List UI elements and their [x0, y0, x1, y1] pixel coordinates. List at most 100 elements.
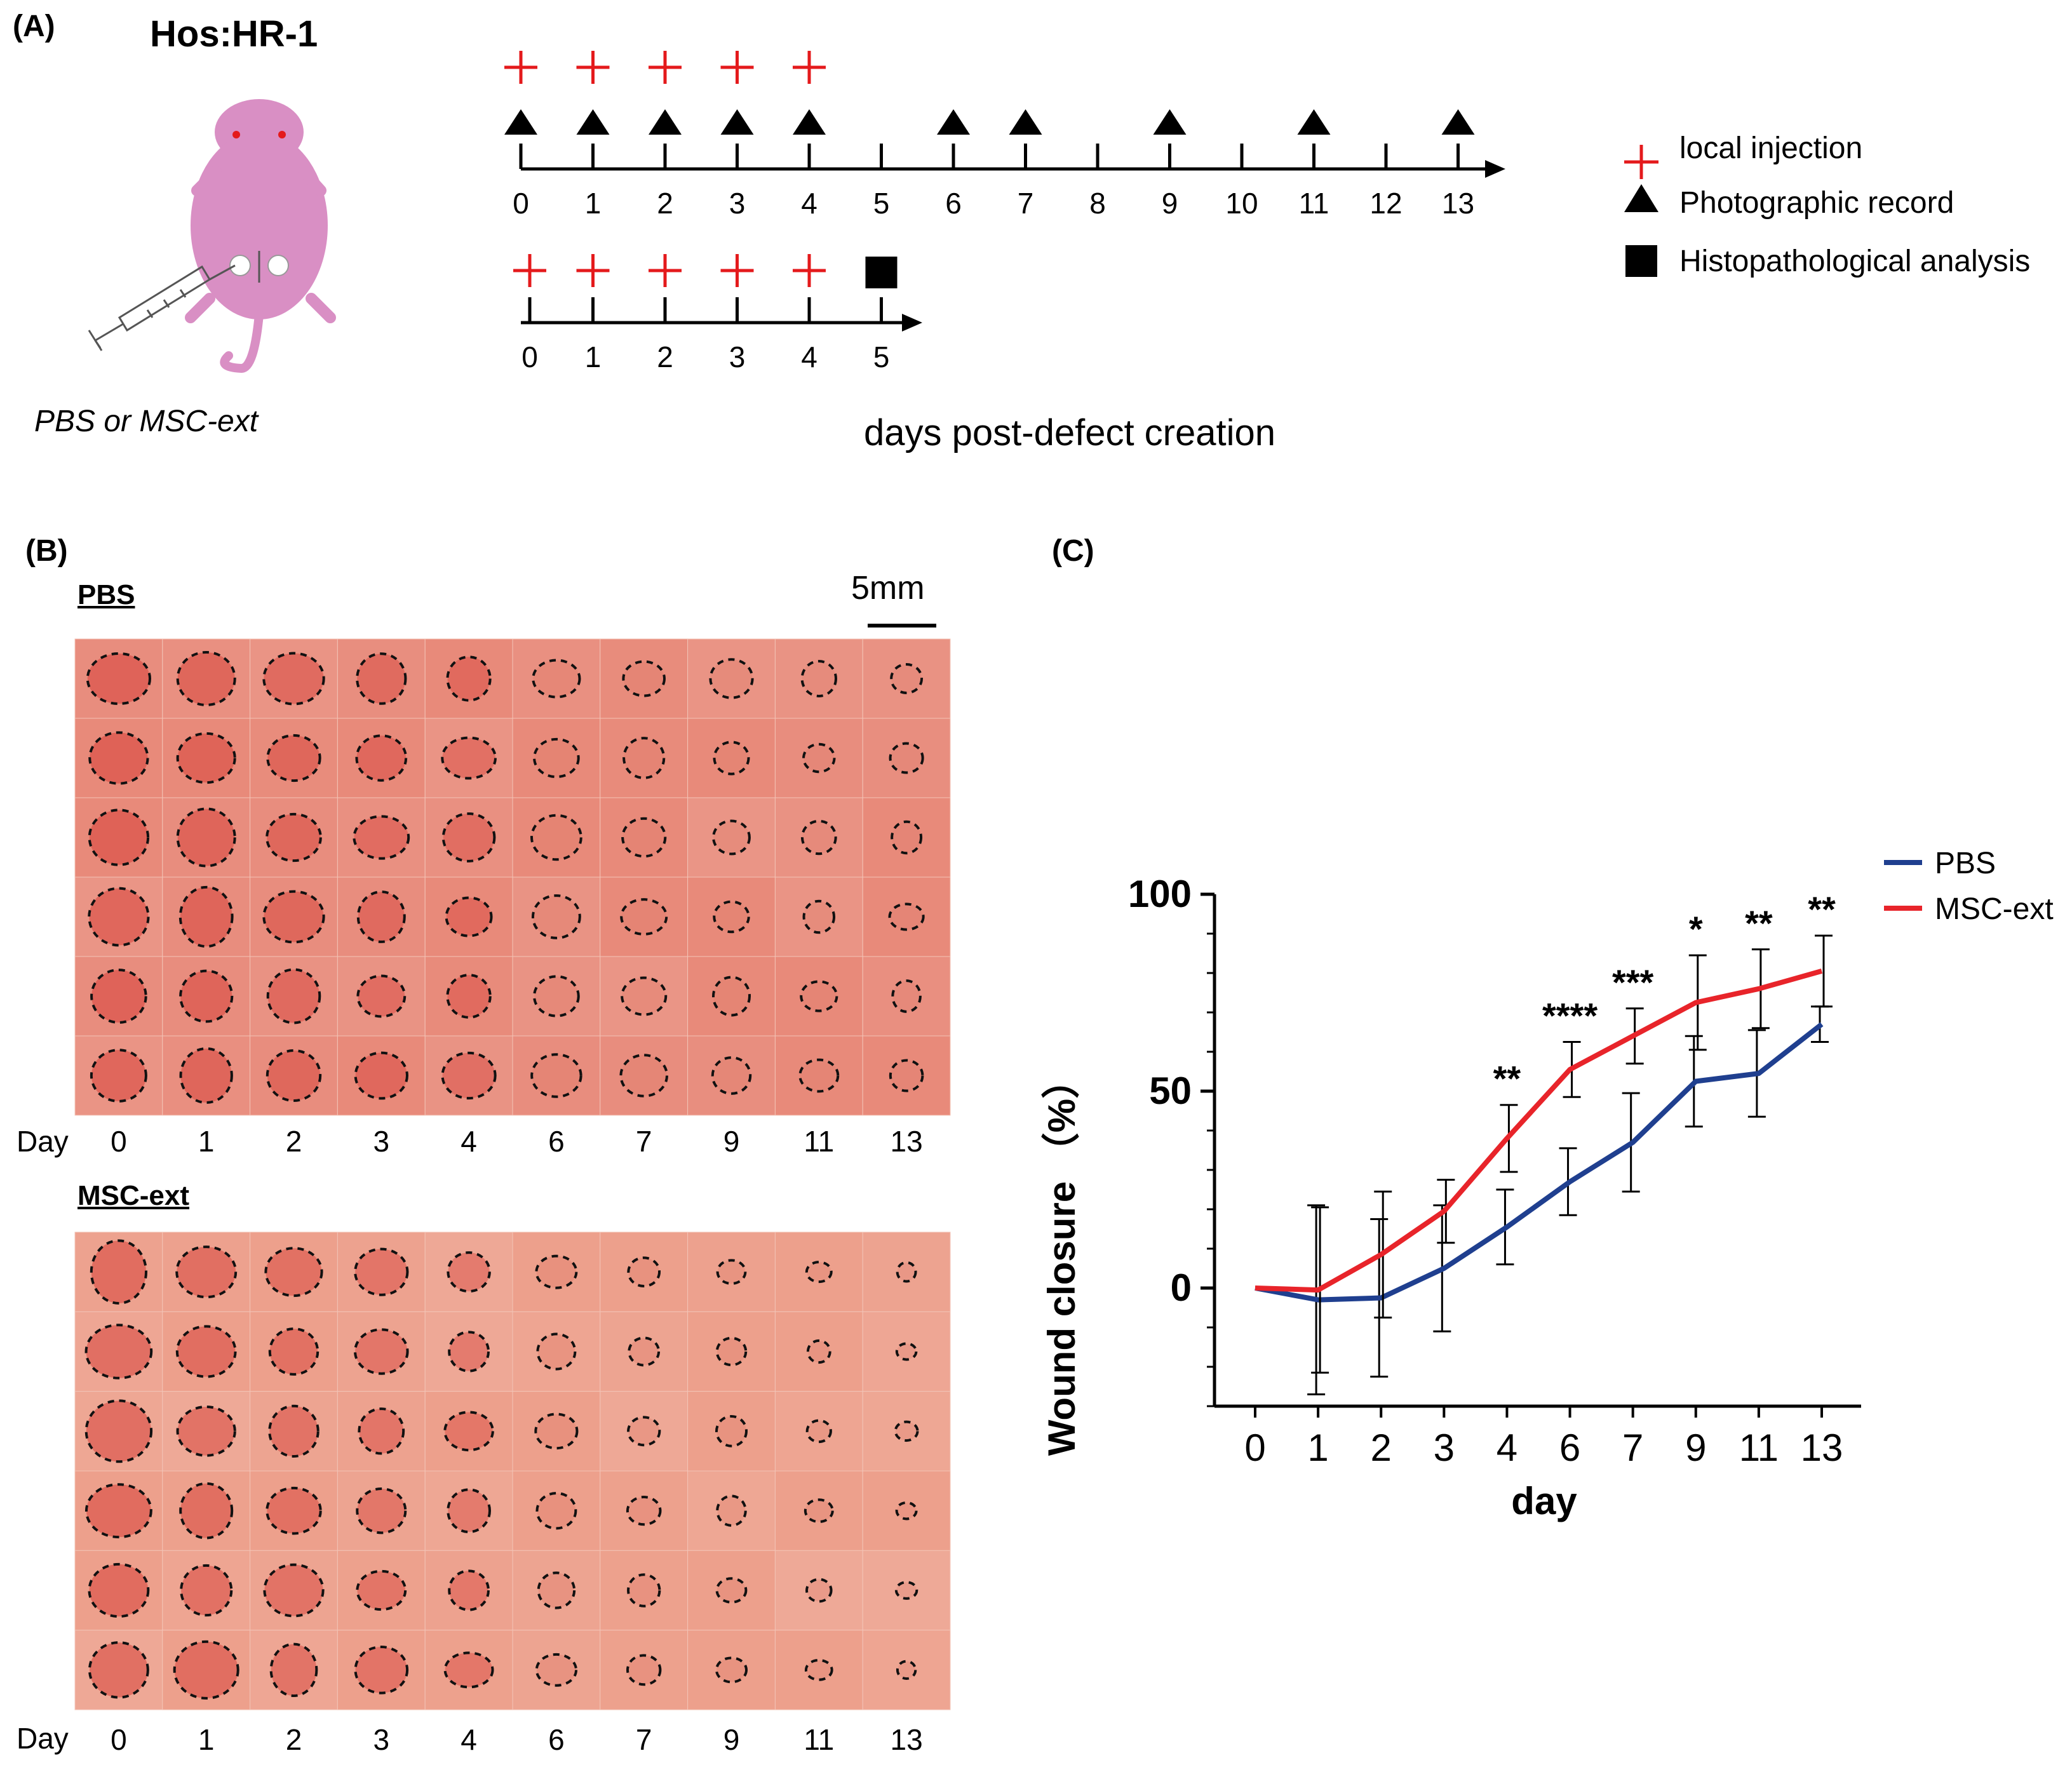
- wound-outline: [356, 1569, 407, 1611]
- wound-photo-tile: [687, 876, 776, 957]
- wound-area: [448, 1252, 490, 1292]
- wound-area: [180, 887, 232, 947]
- wound-photo-tile: [600, 1232, 689, 1312]
- wound-outline: [622, 660, 666, 697]
- wound-area: [802, 821, 836, 854]
- wound-area: [448, 1489, 490, 1533]
- timeline1-day-label: 5: [873, 187, 890, 220]
- wound-outline: [620, 898, 668, 936]
- wound-area: [897, 1661, 916, 1679]
- wound-photo-tile: [774, 638, 863, 719]
- wound-area: [355, 1647, 408, 1693]
- wound-area: [801, 981, 837, 1011]
- legend-label-msc-ext: MSC-ext: [1935, 892, 2054, 926]
- wound-photo-tile: [862, 718, 951, 798]
- wound-area: [91, 1050, 146, 1101]
- wound-photo-tile: [512, 1035, 601, 1116]
- timeline1-day-label: 12: [1369, 187, 1402, 220]
- wound-outline: [715, 1414, 748, 1447]
- wound-photo-tile: [862, 1232, 951, 1312]
- wound-area: [271, 1644, 317, 1696]
- legend-injection-icon: [1624, 145, 1658, 179]
- wound-area: [86, 1325, 152, 1378]
- wound-photo-tile: [337, 956, 426, 1037]
- wound-photo-tile: [862, 797, 951, 878]
- legend-triangle-icon: [1624, 184, 1658, 212]
- wound-area: [622, 977, 666, 1015]
- wound-area: [89, 1642, 148, 1698]
- wound-outline: [537, 1571, 576, 1609]
- panel-a-label: (A): [13, 10, 55, 43]
- wound-area: [180, 1483, 232, 1538]
- wound-area: [177, 652, 235, 706]
- timeline1-day-label: 4: [801, 187, 817, 220]
- wound-area: [897, 1262, 916, 1282]
- wound-outline: [263, 1563, 325, 1618]
- wound-outline: [802, 742, 836, 774]
- wound-area: [896, 1343, 917, 1360]
- wound-outline: [535, 1653, 578, 1687]
- timeline1-arrowhead: [1485, 160, 1505, 178]
- wound-outline: [443, 1411, 494, 1452]
- wound-area: [449, 1571, 488, 1610]
- wound-photo-tile: [250, 1470, 338, 1551]
- wound-outline: [179, 969, 234, 1023]
- injection-plus: [504, 51, 537, 84]
- timeline2-day-label: 5: [873, 340, 890, 373]
- wound-area: [716, 1338, 746, 1366]
- day-label-pbs: Day: [17, 1125, 69, 1158]
- wound-area: [354, 816, 409, 859]
- wound-outline: [626, 1654, 662, 1686]
- significance-marker: **: [1745, 903, 1773, 943]
- wound-photo-tile: [687, 1630, 776, 1710]
- wound-area: [357, 654, 406, 704]
- wound-photo-tile: [512, 718, 601, 798]
- wound-outline: [716, 1259, 747, 1285]
- wound-outline: [713, 741, 750, 775]
- photo-day-tick: 1: [198, 1723, 215, 1756]
- wound-outline: [175, 1325, 237, 1378]
- wound-outline: [88, 731, 149, 785]
- wound-outline: [895, 1501, 918, 1520]
- wound-outline: [268, 1404, 320, 1458]
- wound-area: [181, 1565, 232, 1616]
- wound-area: [267, 814, 321, 861]
- wound-outline: [448, 1331, 490, 1373]
- wound-outline: [895, 1342, 918, 1361]
- timeline2-day-label: 1: [585, 340, 602, 373]
- wound-outline: [266, 734, 321, 782]
- wound-area: [714, 901, 749, 932]
- wound-area: [806, 1262, 831, 1282]
- wound-outline: [356, 890, 406, 943]
- wound-photo-tile: [424, 718, 513, 798]
- wound-area: [716, 1658, 747, 1682]
- wound-photo-tile: [600, 1311, 689, 1392]
- wound-outline: [179, 1482, 234, 1540]
- wound-photo-tile: [600, 876, 689, 957]
- wound-area: [449, 1332, 489, 1371]
- wound-outline: [84, 1324, 153, 1379]
- y-tick-label: 0: [1171, 1266, 1192, 1309]
- legend-histo-label: Histopathological analysis: [1679, 245, 2031, 278]
- timeline-photo-group: 0 1 2 3 4 5 6 7 8 9 10 11 12 13: [504, 51, 1505, 220]
- wound-photo-tile: [337, 1391, 426, 1472]
- group-msc-label: MSC-ext: [77, 1180, 190, 1211]
- photo-day-tick: 9: [723, 1125, 740, 1158]
- photo-day-tick: 2: [285, 1125, 302, 1158]
- wound-outline: [888, 903, 925, 931]
- wound-outline: [889, 1059, 924, 1092]
- wound-area: [710, 659, 753, 698]
- wound-photo-tile: [337, 1470, 426, 1551]
- wound-photo-tile: [337, 718, 426, 798]
- significance-marker: ***: [1612, 962, 1654, 1002]
- wound-area: [358, 976, 405, 1017]
- wound-outline: [535, 1491, 577, 1530]
- wound-area: [627, 1497, 661, 1525]
- wound-area: [86, 1484, 151, 1538]
- wound-area: [716, 1578, 746, 1602]
- photo-day-tick: 6: [548, 1723, 565, 1756]
- timeline2-day-label: 4: [801, 340, 817, 373]
- wound-area: [895, 1421, 918, 1441]
- wound-area: [628, 1574, 660, 1606]
- wound-area: [445, 1653, 493, 1688]
